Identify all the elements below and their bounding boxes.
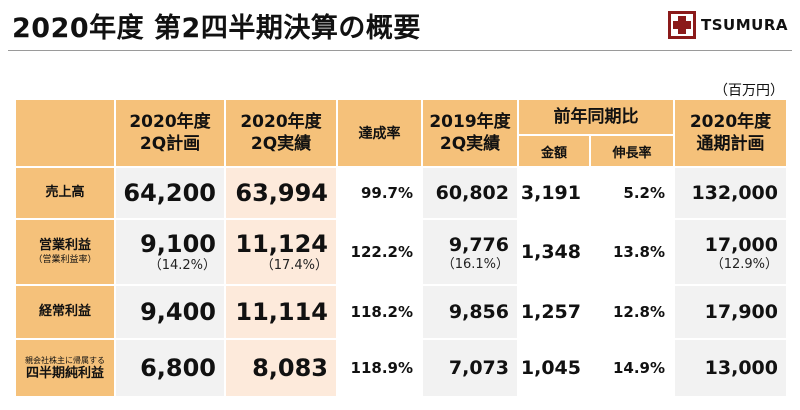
cell-yoy-growth: 12.8% [589,284,675,340]
cell-yoy-amount: 1,045 [517,338,591,398]
cell-achievement: 99.7% [336,166,423,220]
cell-plan: 9,400 [114,284,226,340]
cell-actual: 11,124 （17.4%） [224,218,338,286]
cell-prev: 9,856 [421,284,519,340]
col-plan-2020-full: 2020年度 通期計画 [673,98,788,168]
row-label-operating-profit: 営業利益 （営業利益率） [14,218,116,286]
logo-text: TSUMURA [701,16,788,34]
tsumura-logo-icon [668,11,696,39]
header-row-1: 2020年度 2Q計画 2020年度 2Q実績 達成率 2019年度 2Q実績 … [14,98,788,168]
cell-yoy-growth: 13.8% [589,218,675,286]
table-row: 親会社株主に帰属する 四半期純利益 6,800 8,083 118.9% 7,0… [14,338,788,398]
cell-plan: 9,100 （14.2%） [114,218,226,286]
cell-prev: 60,802 [421,166,519,220]
col-yoy-amount: 金額 [517,134,591,168]
row-label-net-sales: 売上高 [14,166,116,220]
unit-label: （百万円） [714,83,784,99]
col-yoy-growth: 伸長率 [589,134,675,168]
cell-full-plan: 17,900 [673,284,788,340]
financial-summary-table: 2020年度 2Q計画 2020年度 2Q実績 達成率 2019年度 2Q実績 … [14,98,788,398]
table-row: 経常利益 9,400 11,114 118.2% 9,856 1,257 12.… [14,284,788,340]
table-row: 営業利益 （営業利益率） 9,100 （14.2%） 11,124 （17.4%… [14,218,788,286]
cell-achievement: 118.2% [336,284,423,340]
page-title: 2020年度 第2四半期決算の概要 [12,13,421,44]
col-achievement: 達成率 [336,98,423,168]
col-actual-2019-2q: 2019年度 2Q実績 [421,98,519,168]
cell-full-plan: 132,000 [673,166,788,220]
cell-achievement: 122.2% [336,218,423,286]
cell-yoy-growth: 5.2% [589,166,675,220]
cell-actual: 8,083 [224,338,338,398]
corner-cell [14,98,116,168]
cell-plan: 6,800 [114,338,226,398]
header-row-2: 金額 伸長率 [15,134,787,168]
cell-prev: 7,073 [421,338,519,398]
cell-achievement: 118.9% [336,338,423,398]
row-label-ordinary-profit: 経常利益 [14,284,116,340]
row-label-net-income: 親会社株主に帰属する 四半期純利益 [14,338,116,398]
col-actual-2020-2q: 2020年度 2Q実績 [224,98,338,168]
col-yoy: 前年同期比 [517,98,675,136]
cell-yoy-amount: 1,348 [517,218,591,286]
cell-yoy-amount: 1,257 [517,284,591,340]
company-logo: TSUMURA [668,10,788,40]
cell-actual: 63,994 [224,166,338,220]
cell-yoy-growth: 14.9% [589,338,675,398]
title-divider [8,50,792,51]
cell-full-plan: 13,000 [673,338,788,398]
cell-actual: 11,114 [224,284,338,340]
cell-full-plan: 17,000 （12.9%） [673,218,788,286]
table-row: 売上高 64,200 63,994 99.7% 60,802 3,191 5.2… [14,166,788,220]
col-plan-2020-2q: 2020年度 2Q計画 [114,98,226,168]
cell-prev: 9,776 （16.1%） [421,218,519,286]
cell-plan: 64,200 [114,166,226,220]
cell-yoy-amount: 3,191 [517,166,591,220]
